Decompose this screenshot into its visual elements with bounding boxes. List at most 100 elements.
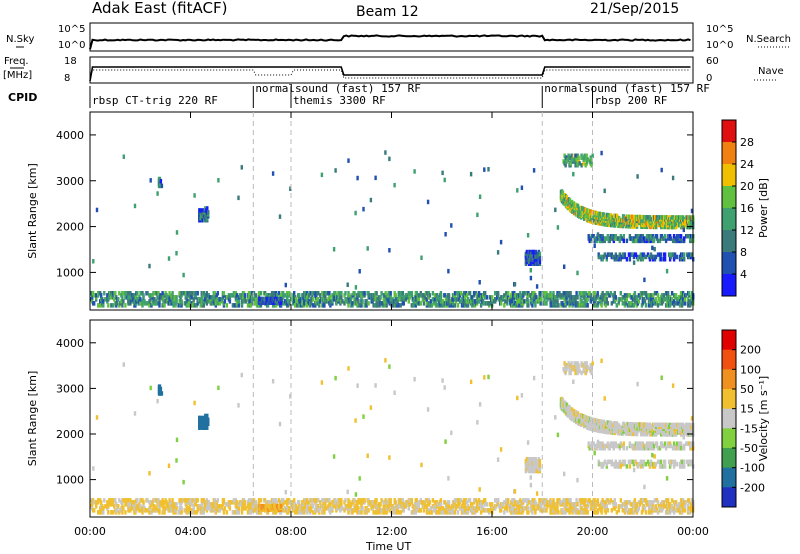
echo-cell: [417, 293, 420, 298]
echo-cell: [159, 179, 163, 184]
echo-cell: [397, 510, 400, 515]
echo-cell: [389, 498, 392, 503]
echo-cell: [282, 498, 285, 503]
freq-unit: [MHz]: [3, 70, 32, 81]
echo-cell: [535, 502, 538, 507]
echo-cell: [638, 254, 642, 260]
echo-cell: [423, 295, 427, 300]
echo-cell: [246, 303, 250, 308]
echo-cell: [102, 299, 105, 304]
echo-cell: [649, 254, 653, 260]
echo-cell: [556, 299, 559, 304]
echo-cell: [423, 502, 427, 507]
echo-cell: [615, 510, 618, 515]
echo-cell: [433, 504, 437, 509]
echo-cell: [324, 295, 327, 300]
echo-cell: [545, 508, 548, 513]
echo-cell: [333, 504, 336, 509]
echo-cell: [399, 498, 402, 503]
echo-cell: [527, 303, 530, 308]
echo-cell: [641, 257, 645, 262]
echo-cell: [615, 254, 618, 260]
echo-cell: [535, 284, 539, 289]
echo-cell: [193, 303, 196, 308]
echo-cell: [658, 299, 662, 304]
echo-cell: [578, 303, 581, 308]
echo-cell: [385, 510, 388, 515]
echo-cell: [344, 498, 347, 503]
echo-cell: [621, 236, 624, 241]
echo-cell: [113, 297, 116, 302]
echo-cell: [625, 504, 629, 509]
echo-cell: [637, 238, 641, 244]
echo-cell: [157, 498, 160, 503]
echo-cell: [576, 502, 579, 507]
echo-cell: [266, 510, 270, 515]
echo-cell: [567, 361, 570, 366]
echo-cell: [104, 504, 107, 509]
echo-cell: [659, 252, 663, 257]
echo-cell: [619, 234, 622, 239]
echo-cell: [459, 291, 463, 296]
echo-cell: [246, 510, 250, 515]
echo-cell: [388, 248, 391, 253]
echo-cell: [588, 238, 591, 244]
nsearch-tick-bottom: 10^0: [706, 40, 733, 51]
echo-cell: [649, 234, 653, 239]
echo-cell: [428, 500, 432, 505]
echo-cell: [399, 510, 402, 515]
echo-cell: [429, 299, 433, 304]
echo-cell: [593, 243, 596, 248]
echo-cell: [102, 303, 105, 308]
echo-cell: [453, 498, 457, 503]
echo-cell: [254, 299, 258, 304]
echo-cell: [235, 293, 239, 298]
echo-cell: [372, 297, 375, 302]
echo-cell: [650, 220, 654, 226]
echo-cell: [638, 502, 642, 507]
echo-cell: [361, 299, 364, 304]
echo-cell: [603, 236, 606, 241]
echo-cell: [574, 163, 577, 168]
echo-cell: [282, 291, 285, 296]
echo-cell: [609, 234, 612, 239]
echo-cell: [674, 508, 678, 513]
echo-cell: [271, 498, 275, 503]
echo-cell: [346, 282, 349, 287]
echo-cell: [554, 207, 557, 213]
echo-cell: [578, 510, 581, 515]
echo-cell: [441, 170, 444, 176]
echo-cell: [609, 498, 612, 503]
echo-cell: [525, 249, 529, 255]
echo-cell: [369, 197, 373, 203]
echo-cell: [407, 299, 410, 304]
echo-cell: [583, 153, 586, 158]
nsky-tick-top: 10^5: [58, 24, 85, 35]
echo-cell: [354, 210, 357, 216]
echo-cell: [230, 500, 234, 505]
echo-cell: [408, 295, 411, 300]
echo-cell: [153, 291, 156, 296]
echo-cell: [453, 303, 457, 308]
echo-cell: [513, 282, 517, 287]
echo-cell: [651, 500, 655, 505]
echo-cell: [673, 254, 677, 260]
echo-cell: [668, 257, 672, 262]
echo-cell: [462, 291, 466, 296]
echo-cell: [686, 252, 689, 257]
echo-cell: [327, 504, 330, 509]
echo-cell: [367, 301, 370, 306]
echo-cell: [456, 303, 460, 308]
echo-cell: [243, 500, 247, 505]
echo-cell: [577, 363, 580, 368]
echo-cell: [566, 301, 569, 306]
echo-cell: [237, 506, 241, 511]
echo-cell: [435, 303, 439, 308]
echo-cell: [563, 291, 566, 296]
echo-cell: [146, 508, 149, 513]
echo-cell: [662, 293, 666, 298]
echo-cell: [688, 299, 691, 304]
echo-cell: [601, 234, 604, 239]
echo-cell: [196, 291, 199, 296]
echo-cell: [581, 419, 585, 425]
